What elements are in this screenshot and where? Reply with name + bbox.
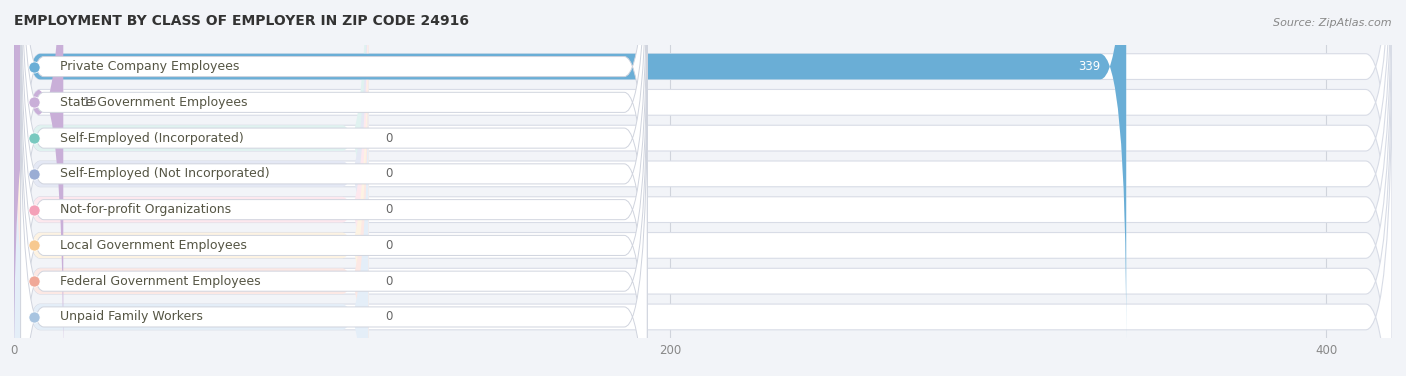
FancyBboxPatch shape (14, 0, 1392, 376)
Text: Federal Government Employees: Federal Government Employees (60, 275, 260, 288)
FancyBboxPatch shape (14, 0, 368, 376)
FancyBboxPatch shape (21, 0, 647, 307)
Text: 0: 0 (385, 167, 392, 180)
Text: 0: 0 (385, 203, 392, 216)
FancyBboxPatch shape (14, 0, 63, 376)
Text: 0: 0 (385, 275, 392, 288)
FancyBboxPatch shape (21, 0, 647, 376)
Text: Unpaid Family Workers: Unpaid Family Workers (60, 311, 202, 323)
Text: 15: 15 (83, 96, 98, 109)
FancyBboxPatch shape (14, 0, 368, 376)
Text: 0: 0 (385, 239, 392, 252)
Text: Self-Employed (Incorporated): Self-Employed (Incorporated) (60, 132, 243, 145)
FancyBboxPatch shape (14, 0, 368, 376)
Text: 339: 339 (1078, 60, 1099, 73)
Text: Self-Employed (Not Incorporated): Self-Employed (Not Incorporated) (60, 167, 270, 180)
FancyBboxPatch shape (14, 0, 1392, 376)
FancyBboxPatch shape (14, 0, 368, 376)
FancyBboxPatch shape (14, 0, 1392, 376)
FancyBboxPatch shape (21, 0, 647, 376)
FancyBboxPatch shape (21, 0, 647, 376)
Text: State Government Employees: State Government Employees (60, 96, 247, 109)
FancyBboxPatch shape (14, 0, 1126, 340)
Text: EMPLOYMENT BY CLASS OF EMPLOYER IN ZIP CODE 24916: EMPLOYMENT BY CLASS OF EMPLOYER IN ZIP C… (14, 14, 470, 27)
FancyBboxPatch shape (21, 41, 647, 376)
FancyBboxPatch shape (21, 0, 647, 343)
FancyBboxPatch shape (14, 0, 1392, 376)
Text: Source: ZipAtlas.com: Source: ZipAtlas.com (1274, 18, 1392, 27)
FancyBboxPatch shape (14, 0, 63, 376)
Text: 0: 0 (385, 311, 392, 323)
FancyBboxPatch shape (14, 0, 1126, 340)
Text: Not-for-profit Organizations: Not-for-profit Organizations (60, 203, 231, 216)
Text: Local Government Employees: Local Government Employees (60, 239, 247, 252)
FancyBboxPatch shape (14, 0, 1392, 376)
FancyBboxPatch shape (21, 77, 647, 376)
FancyBboxPatch shape (14, 44, 1392, 376)
FancyBboxPatch shape (14, 8, 368, 376)
FancyBboxPatch shape (14, 0, 1392, 340)
FancyBboxPatch shape (14, 44, 368, 376)
FancyBboxPatch shape (14, 8, 1392, 376)
Text: Private Company Employees: Private Company Employees (60, 60, 239, 73)
Text: 0: 0 (385, 132, 392, 145)
FancyBboxPatch shape (21, 5, 647, 376)
